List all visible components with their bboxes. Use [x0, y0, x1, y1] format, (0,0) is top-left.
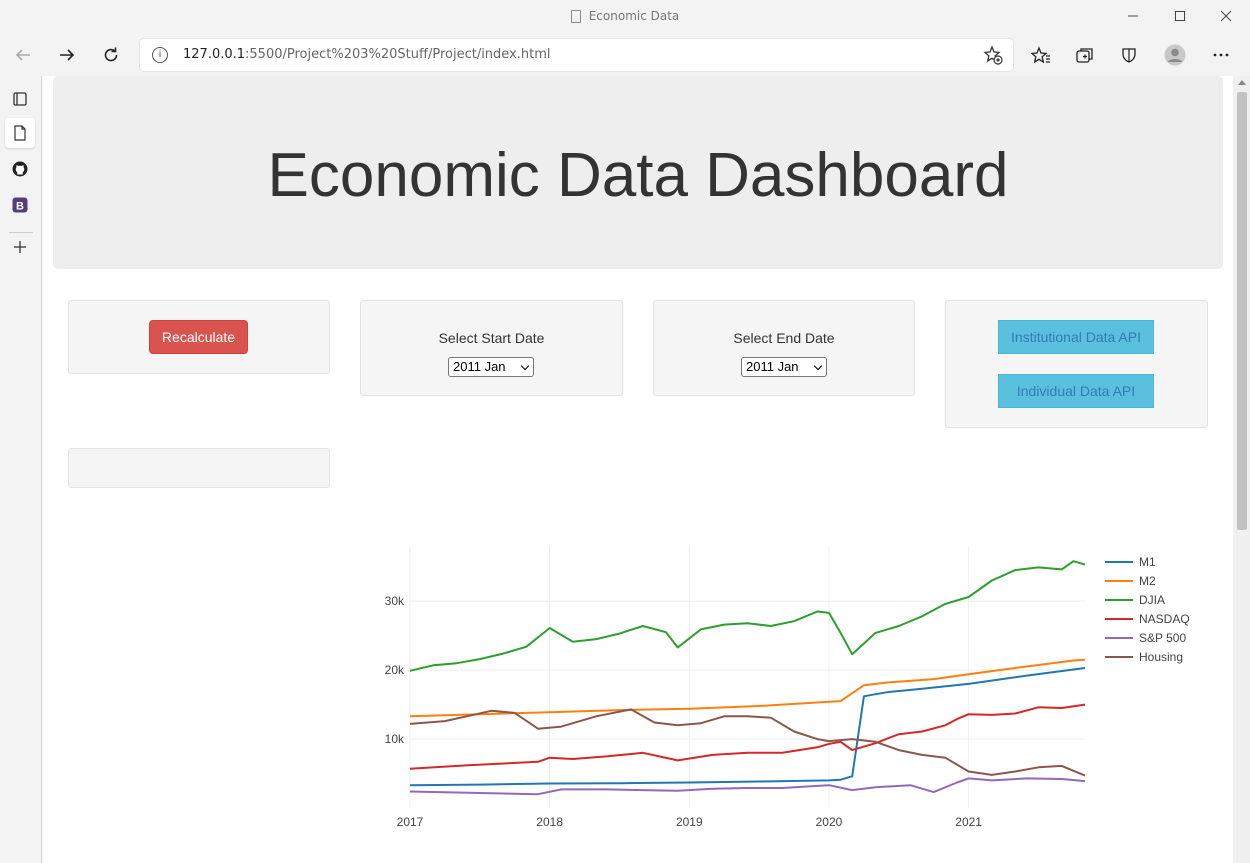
- browser-essentials-icon: [1122, 48, 1136, 63]
- back-button[interactable]: [7, 40, 39, 70]
- legend-label: M2: [1139, 574, 1156, 588]
- title-bar: Economic Data: [0, 0, 1250, 34]
- legend-label: S&P 500: [1139, 631, 1186, 645]
- legend-label: DJIA: [1139, 593, 1165, 607]
- forward-button[interactable]: [51, 40, 83, 70]
- chevron-down-icon: [520, 361, 530, 371]
- x-tick-label: 2019: [676, 815, 703, 829]
- avatar-icon: [1164, 44, 1186, 66]
- minimize-icon: [1128, 15, 1138, 17]
- x-tick-label: 2018: [536, 815, 563, 829]
- end-date-label: Select End Date: [733, 330, 835, 346]
- page-title: Economic Data Dashboard: [267, 141, 1009, 210]
- tab-actions-button[interactable]: [5, 84, 35, 114]
- y-tick-label: 20k: [385, 663, 405, 677]
- series-line: [409, 658, 1086, 718]
- tab-bootstrap[interactable]: B: [5, 190, 35, 220]
- new-tab-button[interactable]: [5, 232, 35, 262]
- start-date-label: Select Start Date: [438, 330, 545, 346]
- start-date-panel: Select Start Date 2011 Jan: [360, 300, 623, 396]
- more-options-icon: [1213, 53, 1229, 57]
- plus-icon: [14, 241, 26, 253]
- refresh-icon: [104, 47, 118, 62]
- close-icon: [1220, 10, 1232, 22]
- address-bar[interactable]: i 127.0.0.1:5500/Project%203%20Stuff/Pro…: [140, 39, 1013, 71]
- sidebar-divider: [9, 232, 33, 233]
- series-line: [409, 703, 1086, 770]
- github-icon: [12, 161, 28, 177]
- favorites-icon: [1031, 46, 1050, 64]
- window-title: Economic Data: [0, 9, 1250, 23]
- x-tick-label: 2021: [955, 815, 982, 829]
- series-line: [409, 777, 1086, 796]
- recalculate-panel: Recalculate: [68, 300, 330, 374]
- collections-button[interactable]: [1069, 40, 1101, 70]
- url-text[interactable]: 127.0.0.1:5500/Project%203%20Stuff/Proje…: [183, 47, 551, 62]
- url-path: :5500/Project%203%20Stuff/Project/index.…: [245, 47, 551, 62]
- back-arrow-icon: [15, 49, 30, 61]
- start-date-select[interactable]: 2011 Jan: [448, 357, 534, 377]
- api-panel: Institutional Data API Individual Data A…: [945, 300, 1208, 428]
- favorites-button[interactable]: [1025, 40, 1057, 70]
- end-date-panel: Select End Date 2011 Jan: [653, 300, 915, 396]
- recalculate-button[interactable]: Recalculate: [149, 320, 248, 354]
- x-tick-label: 2017: [397, 815, 424, 829]
- window-title-text: Economic Data: [588, 9, 680, 23]
- end-date-value: 2011 Jan: [746, 359, 799, 374]
- maximize-icon: [1175, 11, 1185, 21]
- collections-icon: [1076, 48, 1093, 63]
- site-info-icon[interactable]: i: [152, 47, 168, 63]
- results-panel: [68, 448, 330, 488]
- series-line: [409, 560, 1086, 672]
- forward-arrow-icon: [60, 49, 75, 61]
- series-line: [409, 708, 1086, 777]
- y-tick-label: 10k: [385, 732, 405, 746]
- scroll-up-arrow-icon[interactable]: [1238, 80, 1246, 85]
- vertical-tabs-sidebar: B: [0, 76, 42, 863]
- end-date-select[interactable]: 2011 Jan: [741, 357, 827, 377]
- scrollbar-thumb[interactable]: [1237, 92, 1247, 530]
- svg-text:B: B: [16, 200, 24, 212]
- extensions-button[interactable]: [1113, 40, 1145, 70]
- tab-github[interactable]: [5, 154, 35, 184]
- url-host: 127.0.0.1: [183, 47, 246, 62]
- chevron-down-icon: [813, 361, 823, 371]
- close-button[interactable]: [1203, 0, 1249, 32]
- page-viewport: Economic Data Dashboard Recalculate Sele…: [43, 76, 1233, 863]
- economic-line-chart: 2017 2018 2019 2020 2021 10k 20k 30k M1 M2 DJIA NAS…: [343, 536, 1203, 836]
- legend-label: M1: [1139, 555, 1156, 569]
- page-icon: [14, 125, 26, 141]
- series-line: [409, 667, 1086, 787]
- start-date-value: 2011 Jan: [453, 359, 506, 374]
- x-tick-label: 2020: [816, 815, 843, 829]
- header-jumbotron: Economic Data Dashboard: [53, 76, 1223, 269]
- minimize-button[interactable]: [1110, 0, 1156, 32]
- maximize-button[interactable]: [1157, 0, 1203, 32]
- add-favorite-icon[interactable]: [983, 45, 1003, 70]
- vertical-scrollbar[interactable]: [1233, 76, 1250, 863]
- chart-svg: 2017 2018 2019 2020 2021 10k 20k 30k M1 M2 DJIA NAS…: [385, 546, 1190, 829]
- refresh-button[interactable]: [95, 40, 127, 70]
- settings-more-button[interactable]: [1205, 40, 1237, 70]
- legend-label: Housing: [1139, 650, 1183, 664]
- profile-button[interactable]: [1159, 40, 1191, 70]
- tab-economic-data[interactable]: [5, 118, 35, 148]
- bootstrap-icon: B: [12, 197, 28, 213]
- y-tick-label: 30k: [385, 594, 405, 608]
- institutional-data-api-button[interactable]: Institutional Data API: [998, 320, 1154, 354]
- page-icon: [570, 10, 581, 23]
- tab-actions-icon: [13, 92, 27, 106]
- legend-label: NASDAQ: [1139, 612, 1190, 626]
- individual-data-api-button[interactable]: Individual Data API: [998, 374, 1154, 408]
- browser-toolbar: i 127.0.0.1:5500/Project%203%20Stuff/Pro…: [0, 34, 1250, 76]
